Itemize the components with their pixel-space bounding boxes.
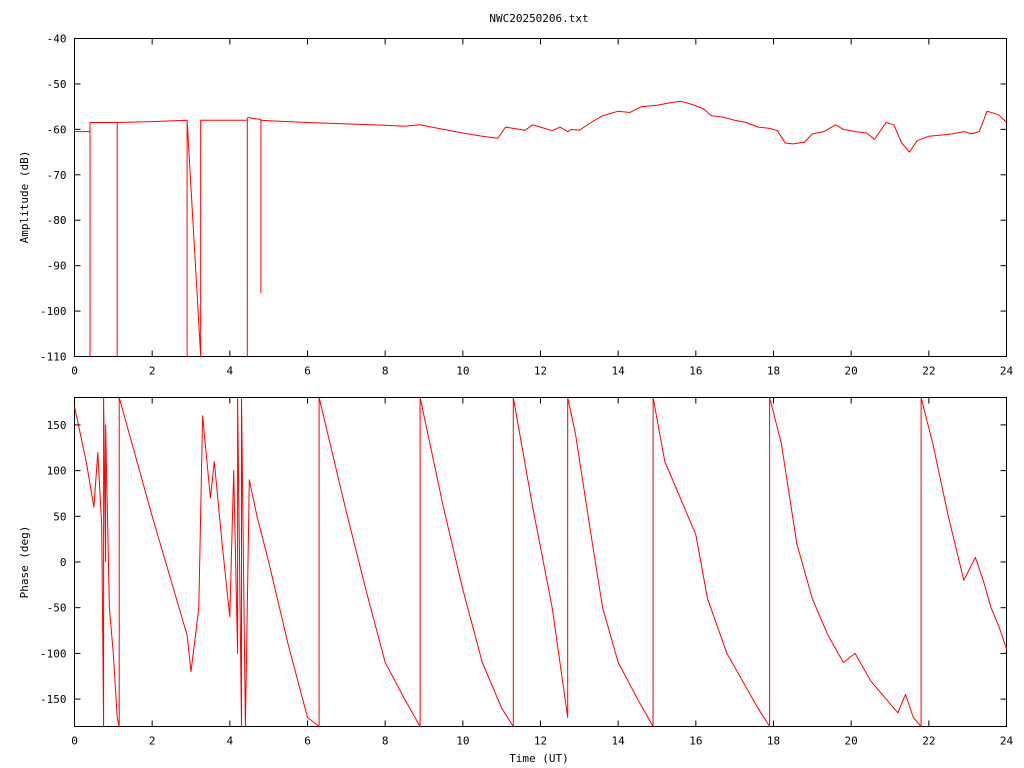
amplitude-x-tick-label: 4 — [227, 365, 234, 378]
amplitude-y-tick-label: -80 — [47, 214, 67, 227]
phase-y-ticks: 150 100 50 0 -50 -100 -150 — [40, 419, 1007, 706]
phase-x-tick-label: 22 — [922, 735, 935, 748]
amplitude-y-tick-label: -110 — [40, 351, 67, 364]
amplitude-y-tick-label: -70 — [47, 169, 67, 182]
phase-x-axis-title: Time (UT) — [509, 752, 569, 765]
phase-x-tick-label: 24 — [1000, 735, 1014, 748]
amplitude-panel: 0 2 4 6 8 10 12 14 16 18 20 22 24 -40-50-60-70-80-90… — [18, 33, 1013, 378]
amplitude-x-ticks: 0 2 4 6 8 10 12 14 16 18 20 22 24 — [71, 38, 1014, 378]
amplitude-x-tick-label: 10 — [456, 365, 469, 378]
amplitude-y-tick-label: -90 — [47, 260, 67, 273]
amplitude-x-tick-label: 6 — [304, 365, 311, 378]
amplitude-x-tick-label: 12 — [534, 365, 547, 378]
amplitude-x-tick-label: 2 — [149, 365, 156, 378]
phase-series-line — [74, 397, 1007, 727]
amplitude-y-axis-title: Amplitude (dB) — [18, 151, 31, 244]
amplitude-y-tick-label: -40 — [47, 33, 67, 46]
phase-y-tick-label: 0 — [60, 556, 67, 569]
amplitude-y-tick-label: -100 — [40, 305, 67, 318]
phase-x-tick-label: 20 — [845, 735, 858, 748]
amplitude-x-tick-label: 8 — [382, 365, 389, 378]
phase-x-tick-label: 2 — [149, 735, 156, 748]
phase-x-tick-label: 16 — [689, 735, 702, 748]
phase-x-tick-label: 12 — [534, 735, 547, 748]
amplitude-y-tick-label: -60 — [47, 123, 67, 136]
amplitude-y-tick-label: -50 — [47, 78, 67, 91]
phase-x-tick-label: 0 — [71, 735, 78, 748]
amplitude-series-line — [74, 100, 1007, 357]
phase-y-tick-label: -150 — [40, 693, 67, 706]
amplitude-x-tick-label: 16 — [689, 365, 702, 378]
amplitude-x-tick-label: 14 — [612, 365, 626, 378]
phase-plot-frame — [74, 397, 1007, 727]
phase-x-tick-label: 10 — [456, 735, 469, 748]
amplitude-x-tick-label: 22 — [922, 365, 935, 378]
phase-y-tick-label: 100 — [47, 465, 67, 478]
phase-y-tick-label: 150 — [47, 419, 67, 432]
amplitude-x-tick-label: 20 — [845, 365, 858, 378]
chart-title: NWC20250206.txt — [489, 12, 588, 25]
phase-x-tick-label: 4 — [227, 735, 234, 748]
amplitude-y-ticks: -40 -50 -60 -70 -80 -90 -100 -110 — [40, 33, 1007, 364]
phase-x-ticks: 0 2 4 6 8 10 12 14 16 18 20 22 24 — [71, 397, 1014, 748]
phase-x-tick-label: 18 — [767, 735, 780, 748]
phase-x-tick-label: 6 — [304, 735, 311, 748]
amplitude-plot-frame — [74, 38, 1007, 357]
amplitude-x-tick-label: 24 — [1000, 365, 1014, 378]
phase-panel: 0 2 4 6 8 10 12 14 16 18 20 22 24 150100500-50-100-1… — [18, 397, 1014, 765]
phase-y-tick-label: -100 — [40, 647, 67, 660]
phase-y-tick-label: 50 — [53, 510, 66, 523]
amplitude-x-tick-label: 18 — [767, 365, 780, 378]
phase-x-tick-label: 8 — [382, 735, 389, 748]
phase-x-tick-label: 14 — [612, 735, 626, 748]
amplitude-x-tick-label: 0 — [71, 365, 78, 378]
phase-y-tick-label: -50 — [47, 602, 67, 615]
phase-y-axis-title: Phase (deg) — [18, 526, 31, 599]
